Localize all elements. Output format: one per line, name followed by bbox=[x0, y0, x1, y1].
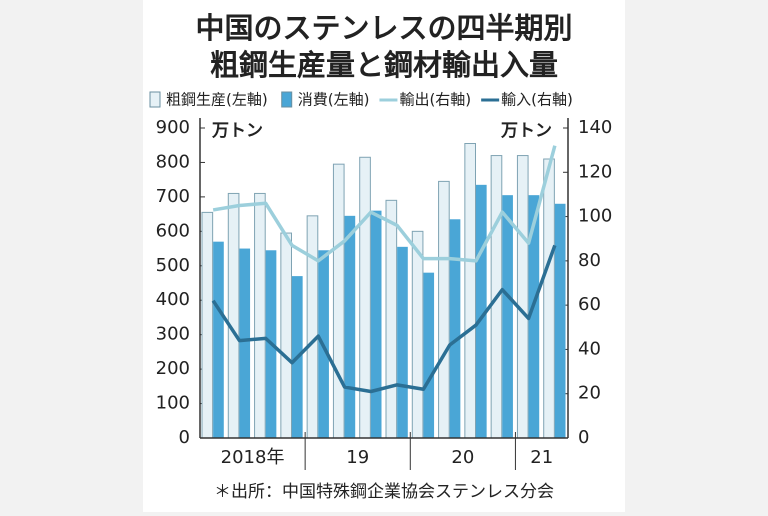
y2-tick-label: 0 bbox=[578, 427, 589, 448]
chart-title: 粗鋼生産量と鋼材輸出入量 bbox=[210, 48, 558, 82]
legend-swatch bbox=[149, 91, 161, 108]
y-tick-label: 600 bbox=[156, 220, 190, 241]
line bbox=[211, 244, 557, 394]
y-tick-label: 400 bbox=[156, 289, 190, 310]
bar bbox=[306, 215, 319, 439]
y2-tick-label: 80 bbox=[578, 250, 601, 271]
y2-tick-label: 60 bbox=[578, 294, 601, 315]
chart-title: 中国のステンレスの四半期別 bbox=[195, 11, 572, 45]
y-tick-label: 800 bbox=[156, 151, 190, 172]
bar bbox=[359, 156, 371, 439]
bar bbox=[370, 210, 382, 438]
source-note: ＊出所：中国特殊鋼企業協会ステンレス分会 bbox=[214, 482, 554, 502]
bar bbox=[516, 155, 529, 439]
legend-label: 粗鋼生産(左軸) bbox=[166, 91, 268, 109]
y2-tick-label: 140 bbox=[578, 117, 612, 138]
legend-label: 輸出(右軸) bbox=[399, 91, 471, 109]
y-tick-label: 0 bbox=[179, 427, 190, 448]
bar bbox=[449, 219, 461, 438]
y-unit: 万トン bbox=[211, 121, 263, 141]
bar bbox=[554, 203, 566, 438]
bar bbox=[332, 163, 345, 439]
y-tick-label: 900 bbox=[156, 117, 190, 138]
bar bbox=[543, 158, 555, 439]
y-tick-label: 100 bbox=[156, 393, 190, 414]
bar bbox=[438, 180, 450, 439]
bar bbox=[213, 241, 224, 438]
y2-unit: 万トン bbox=[500, 121, 552, 141]
line bbox=[212, 145, 557, 263]
bar bbox=[476, 184, 487, 438]
x-tick-label: 21 bbox=[530, 447, 553, 468]
bar bbox=[344, 215, 356, 438]
legend-label: 輸入(右軸) bbox=[501, 91, 573, 109]
x-tick-label: 19 bbox=[346, 447, 369, 468]
y-tick-label: 700 bbox=[156, 186, 190, 207]
bar bbox=[502, 195, 513, 438]
y2-tick-label: 120 bbox=[578, 161, 612, 182]
bar bbox=[254, 192, 266, 439]
y-tick-label: 200 bbox=[156, 358, 190, 379]
bar bbox=[397, 246, 408, 438]
y-tick-label: 300 bbox=[156, 324, 190, 345]
legend-label: 消費(左軸) bbox=[298, 91, 370, 109]
bar bbox=[280, 232, 293, 439]
x-tick-label: 20 bbox=[451, 447, 474, 468]
bar bbox=[201, 211, 214, 439]
bar bbox=[423, 272, 435, 438]
bar bbox=[411, 230, 424, 439]
bar bbox=[385, 199, 398, 439]
y2-tick-label: 40 bbox=[578, 338, 601, 359]
y2-tick-label: 100 bbox=[578, 206, 612, 227]
bar bbox=[227, 192, 240, 439]
bar bbox=[528, 195, 540, 438]
x-tick-label: 2018年 bbox=[221, 447, 285, 468]
bar bbox=[239, 248, 251, 438]
bar bbox=[464, 143, 477, 439]
y2-tick-label: 20 bbox=[578, 383, 601, 404]
legend-swatch bbox=[281, 91, 293, 108]
y-tick-label: 500 bbox=[156, 255, 190, 276]
